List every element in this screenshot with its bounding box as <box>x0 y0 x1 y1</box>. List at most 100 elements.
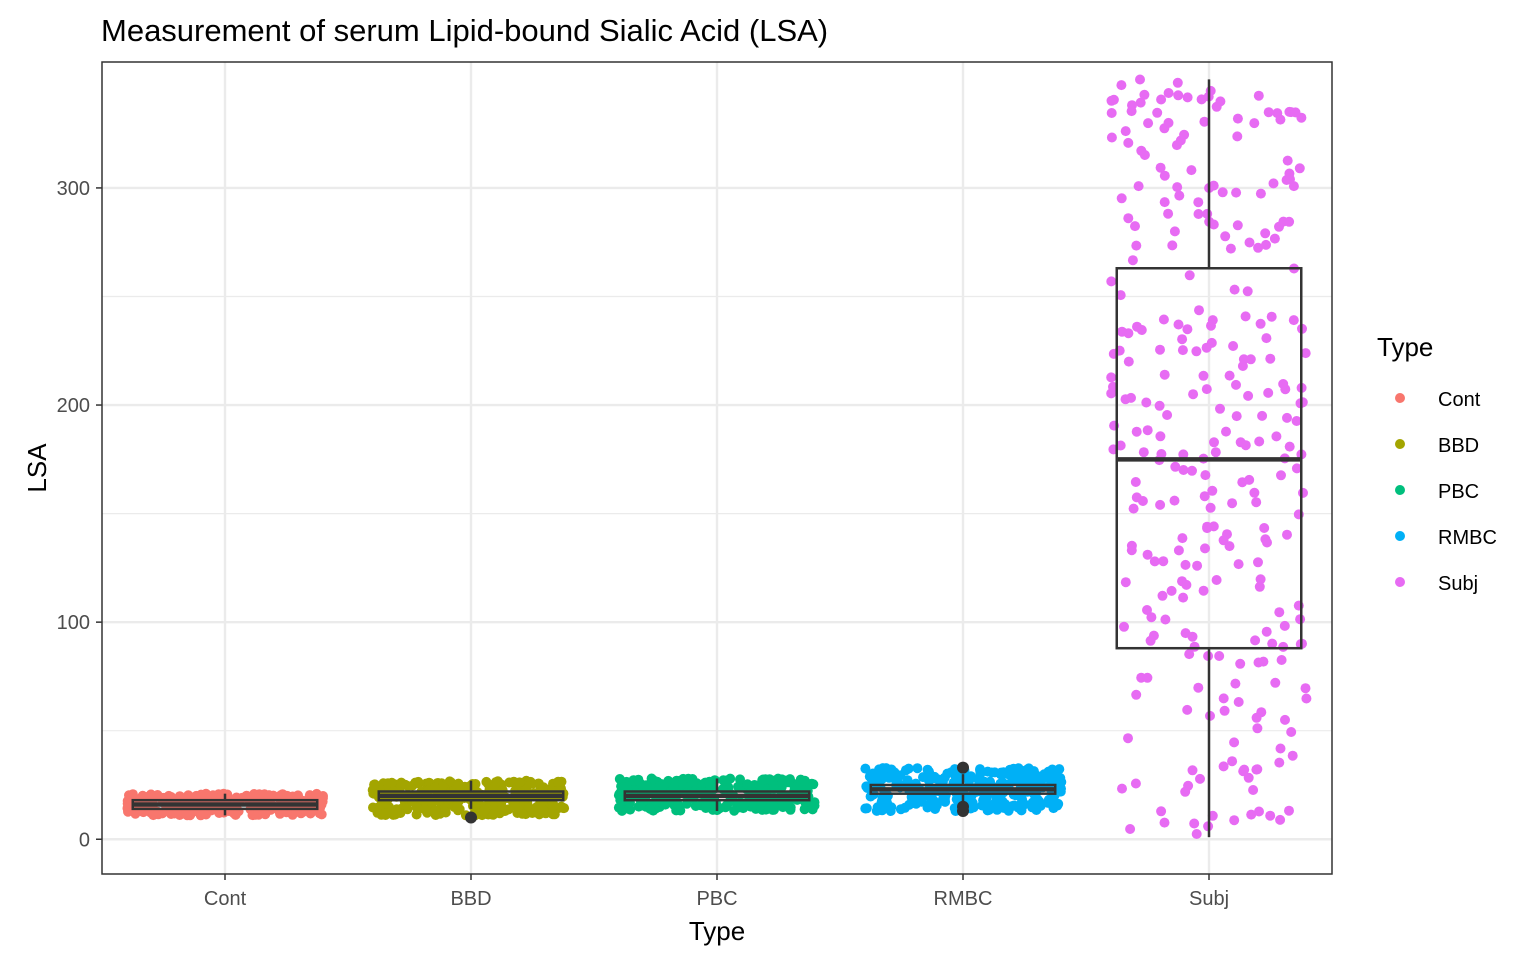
data-point-subj <box>1263 107 1274 118</box>
data-point-subj <box>1156 806 1167 817</box>
data-point-subj <box>1231 187 1242 198</box>
data-point-subj <box>1251 497 1262 508</box>
x-axis-title: Type <box>689 916 745 946</box>
data-point-bbd <box>517 808 528 819</box>
data-point-subj <box>1249 487 1260 498</box>
data-point-subj <box>1195 773 1205 784</box>
y-tick-label: 100 <box>57 612 90 634</box>
data-point-subj <box>1199 116 1210 127</box>
data-point-bbd <box>368 802 378 813</box>
x-tick-label: PBC <box>696 888 737 910</box>
data-point-subj <box>1274 607 1285 618</box>
data-point-subj <box>1117 326 1127 337</box>
data-point-cont <box>242 791 252 802</box>
data-point-subj <box>1199 491 1210 502</box>
data-point-subj <box>1240 440 1251 451</box>
data-point-subj <box>1163 88 1174 98</box>
data-point-subj <box>1244 474 1255 485</box>
data-point-subj <box>1159 817 1170 828</box>
data-point-subj <box>1253 90 1264 101</box>
data-point-bbd <box>553 776 564 787</box>
data-point-subj <box>1180 786 1191 797</box>
data-point-rmbc <box>881 800 892 811</box>
data-point-pbc <box>756 796 767 807</box>
data-point-subj <box>1232 220 1243 231</box>
data-point-subj <box>1300 683 1311 694</box>
data-point-subj <box>1211 575 1222 585</box>
data-point-subj <box>1159 170 1170 181</box>
data-point-subj <box>1239 764 1250 775</box>
x-tick-label: Subj <box>1189 888 1229 910</box>
data-point-subj <box>1218 761 1229 772</box>
data-point-subj <box>1159 369 1170 380</box>
data-point-subj <box>1227 756 1238 767</box>
data-point-subj <box>1284 441 1295 452</box>
data-point-subj <box>1163 117 1174 128</box>
boxplot-rmbc <box>869 761 1057 818</box>
data-point-subj <box>1294 163 1305 174</box>
data-point-subj <box>1238 354 1249 365</box>
chart-title: Measurement of serum Lipid-bound Sialic … <box>101 13 828 48</box>
data-point-subj <box>1267 638 1278 649</box>
data-point-subj <box>1162 410 1173 420</box>
data-point-subj <box>1128 503 1139 514</box>
data-point-bbd <box>444 776 455 787</box>
data-point-subj <box>1123 733 1133 744</box>
data-point-bbd <box>396 777 407 788</box>
data-point-rmbc <box>928 773 938 784</box>
data-point-subj <box>1155 162 1166 173</box>
data-point-subj <box>1266 311 1277 322</box>
data-point-bbd <box>411 809 422 820</box>
data-point-subj <box>1206 320 1216 331</box>
data-point-subj <box>1142 549 1153 560</box>
data-point-subj <box>1232 113 1243 124</box>
legend: Type Cont BBD PBC RMBC Subj <box>1377 332 1497 595</box>
y-tick-label: 300 <box>57 178 90 200</box>
data-point-subj <box>1127 255 1138 266</box>
data-point-subj <box>1200 543 1210 554</box>
data-point-pbc <box>799 775 810 786</box>
data-point-subj <box>1275 743 1286 754</box>
data-point-subj <box>1160 614 1171 625</box>
data-point-bbd <box>391 807 402 818</box>
data-point-subj <box>1106 276 1117 287</box>
data-point-subj <box>1265 810 1276 821</box>
data-point-pbc <box>782 801 793 812</box>
data-point-subj <box>1240 311 1251 322</box>
data-point-subj <box>1131 689 1142 700</box>
data-point-subj <box>1116 80 1127 91</box>
data-point-subj <box>1278 641 1289 652</box>
data-point-bbd <box>452 779 463 790</box>
data-point-bbd <box>430 805 441 816</box>
data-point-subj <box>1282 412 1292 423</box>
data-point-subj <box>1290 107 1301 118</box>
data-point-subj <box>1233 697 1244 707</box>
data-point-subj <box>1155 499 1166 510</box>
legend-title: Type <box>1377 332 1433 362</box>
data-point-subj <box>1288 315 1299 326</box>
data-point-bbd <box>504 777 515 788</box>
data-point-subj <box>1178 449 1189 460</box>
data-point-subj <box>1189 818 1200 829</box>
data-point-subj <box>1123 356 1134 367</box>
data-point-subj <box>1106 108 1117 118</box>
data-point-bbd <box>413 776 424 787</box>
data-point-bbd <box>514 777 525 788</box>
x-tick-label: Cont <box>204 888 247 910</box>
legend-label-rmbc: RMBC <box>1438 527 1497 549</box>
data-point-bbd <box>556 801 567 812</box>
data-point-pbc <box>618 782 629 793</box>
data-point-subj <box>1166 585 1177 596</box>
data-point-pbc <box>764 774 775 785</box>
data-point-pbc <box>710 803 721 814</box>
data-point-subj <box>1135 74 1145 85</box>
data-point-subj <box>1225 243 1236 254</box>
data-point-subj <box>1228 341 1239 351</box>
data-point-subj <box>1198 370 1209 381</box>
data-point-rmbc <box>999 803 1010 813</box>
data-point-subj <box>1253 242 1264 253</box>
data-point-subj <box>1173 90 1184 101</box>
data-point-subj <box>1119 621 1129 632</box>
y-tick-label: 200 <box>57 395 90 417</box>
data-point-bbd <box>437 781 448 792</box>
